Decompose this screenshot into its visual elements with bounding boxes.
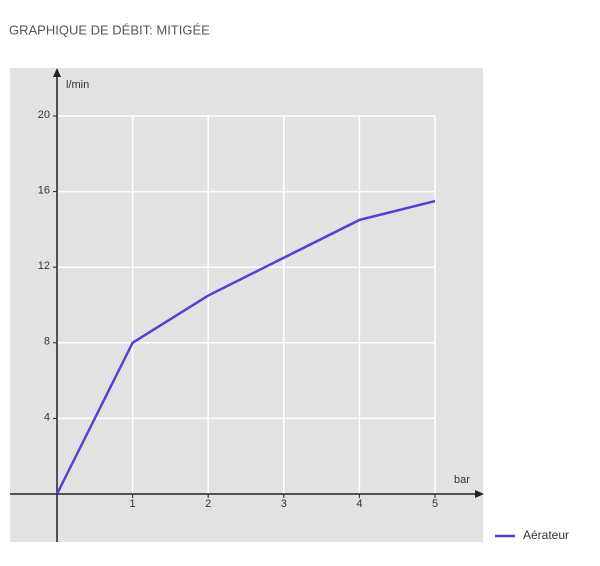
plot-area <box>10 68 483 542</box>
x-axis-label: bar <box>454 474 470 486</box>
x-tick-label: 3 <box>281 498 287 510</box>
x-tick-label: 4 <box>356 498 362 510</box>
x-arrow <box>475 490 484 498</box>
y-arrow <box>53 68 61 77</box>
y-tick-label: 20 <box>38 109 50 121</box>
chart-title: GRAPHIQUE DE DÉBIT: MITIGÉE <box>9 22 210 37</box>
y-tick-label: 12 <box>38 260 50 272</box>
x-tick-label: 2 <box>205 498 211 510</box>
grid <box>57 115 436 494</box>
y-axis-label: l/min <box>66 79 89 91</box>
legend-label: Aérateur <box>523 528 569 542</box>
y-tick-label: 8 <box>44 336 50 348</box>
y-tick-label: 16 <box>38 185 50 197</box>
y-tick-label: 4 <box>44 411 50 423</box>
x-tick-label: 5 <box>432 498 438 510</box>
x-tick-label: 1 <box>130 498 136 510</box>
data-line <box>55 199 436 495</box>
